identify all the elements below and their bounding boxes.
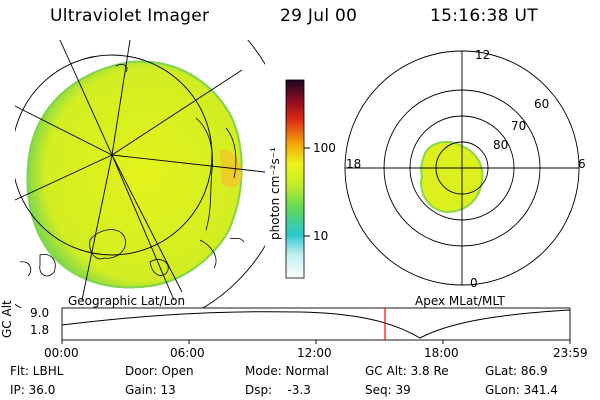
observation-time: 15:16:38 UT	[430, 6, 538, 26]
mlt-label-12: 12	[475, 48, 491, 62]
instrument-title: Ultraviolet Imager	[50, 6, 210, 26]
altitude-plot	[61, 307, 571, 344]
geo-panel-label: Geographic Lat/Lon	[68, 294, 186, 308]
colorbar-unit-label: photon cm⁻²s⁻¹	[268, 147, 282, 240]
altitude-ylabel: GC Alt	[0, 300, 14, 338]
colorbar-tick-10: 10	[313, 229, 329, 243]
polar-panel-label: Apex MLat/MLT	[415, 294, 505, 308]
mlat-label-80: 80	[493, 138, 509, 152]
status-gc-alt: GC Alt: 3.8 Re	[365, 364, 449, 378]
status-gain: Gain: 13	[125, 383, 176, 397]
altitude-plot-frame	[61, 307, 571, 341]
altitude-ytick-1: 1.8	[30, 323, 50, 337]
status-ip: IP: 36.0	[10, 383, 56, 397]
xtick-0000: 00:00	[44, 346, 79, 360]
mlat-label-70: 70	[511, 119, 527, 133]
altitude-ytick-9: 9.0	[30, 306, 50, 320]
status-filter: Flt: LBHL	[10, 364, 64, 378]
status-dsp: Dsp: -3.3	[245, 383, 311, 397]
mlt-label-18: 18	[346, 157, 362, 171]
colorbar	[285, 79, 305, 279]
geographic-image	[15, 40, 265, 308]
geo-lat-circles	[15, 40, 265, 308]
status-door: Door: Open	[125, 364, 194, 378]
status-seq: Seq: 39	[365, 383, 411, 397]
mlat-label-60: 60	[534, 97, 550, 111]
aurora-region	[420, 140, 484, 214]
status-glat: GLat: 86.9	[485, 364, 548, 378]
xtick-0600: 06:00	[170, 346, 205, 360]
mlt-label-0: 0	[470, 276, 478, 290]
polar-plot	[344, 50, 580, 286]
status-mode: Mode: Normal	[245, 364, 329, 378]
colorbar-tick-100: 100	[313, 141, 336, 155]
xtick-1800: 18:00	[424, 346, 459, 360]
xtick-2359: 23:59	[553, 346, 588, 360]
geo-meridians	[15, 40, 265, 301]
earth-disk	[26, 60, 243, 289]
xtick-1200: 12:00	[297, 346, 332, 360]
coastlines	[19, 64, 245, 277]
mlt-label-6: 6	[578, 157, 586, 171]
observation-date: 29 Jul 00	[280, 6, 358, 26]
status-glon: GLon: 341.4	[485, 383, 558, 397]
altitude-curve	[61, 309, 571, 339]
